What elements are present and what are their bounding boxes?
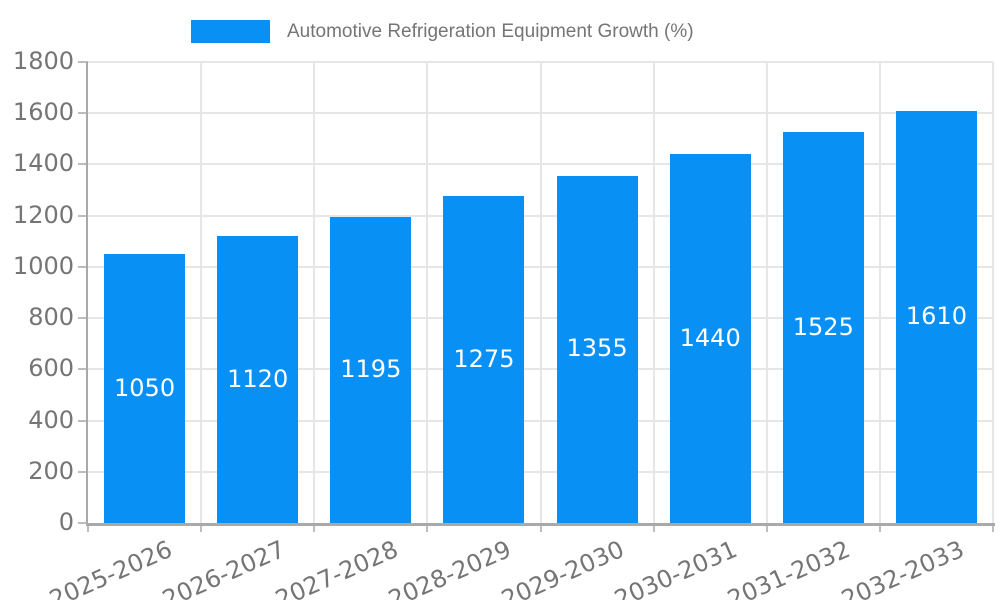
bar-value-label: 1355 — [566, 334, 628, 363]
x-tick-mark — [200, 523, 203, 532]
x-tick-mark — [652, 523, 655, 532]
y-tick-label: 1000 — [12, 251, 74, 280]
x-tick-label: 2026-2027 — [158, 535, 290, 600]
bar[interactable] — [782, 132, 864, 523]
y-tick-label: 600 — [28, 354, 74, 383]
x-tick-label: 2029-2030 — [497, 535, 629, 600]
bar-value-label: 1610 — [905, 301, 967, 330]
v-gridline — [878, 62, 881, 523]
x-tick-mark — [313, 523, 316, 532]
x-tick-label: 2027-2028 — [271, 535, 403, 600]
v-gridline — [652, 62, 655, 523]
y-tick-label: 800 — [28, 303, 74, 332]
bar-value-label: 1195 — [340, 354, 402, 383]
v-gridline — [426, 62, 429, 523]
bar-value-label: 1525 — [792, 312, 854, 341]
x-tick-mark — [765, 523, 768, 532]
bar[interactable] — [330, 216, 412, 523]
y-tick-mark — [78, 265, 88, 268]
bar[interactable] — [217, 236, 299, 523]
v-gridline — [992, 62, 994, 523]
y-tick-mark — [78, 470, 88, 473]
y-tick-mark — [78, 522, 88, 524]
bar[interactable] — [443, 196, 525, 523]
x-axis — [86, 523, 995, 526]
x-tick-label: 2025-2026 — [45, 535, 176, 600]
chart-title: Automotive Refrigeration Equipment Growt… — [287, 20, 694, 42]
bar[interactable] — [895, 110, 977, 523]
bar[interactable] — [556, 175, 638, 523]
x-tick-mark — [87, 523, 89, 532]
y-tick-label: 1400 — [12, 149, 74, 178]
x-tick-mark — [539, 523, 542, 532]
y-tick-mark — [78, 214, 88, 217]
y-tick-mark — [78, 368, 88, 371]
bar-value-label: 1120 — [227, 364, 289, 393]
y-tick-label: 400 — [28, 405, 74, 434]
bar-value-label: 1440 — [679, 323, 741, 352]
bar[interactable] — [104, 254, 186, 523]
v-gridline — [765, 62, 768, 523]
v-gridline — [539, 62, 542, 523]
y-tick-label: 1200 — [12, 200, 74, 229]
x-tick-mark — [992, 523, 994, 532]
bar-value-label: 1275 — [453, 344, 515, 373]
v-gridline — [200, 62, 203, 523]
y-tick-mark — [78, 163, 88, 166]
y-tick-label: 1600 — [12, 98, 74, 127]
y-tick-mark — [78, 61, 88, 63]
y-tick-mark — [78, 419, 88, 422]
x-tick-mark — [426, 523, 429, 532]
v-gridline — [313, 62, 316, 523]
x-tick-label: 2032-2033 — [836, 535, 968, 600]
bar-value-label: 1050 — [114, 373, 176, 402]
x-tick-mark — [878, 523, 881, 532]
y-tick-mark — [78, 317, 88, 320]
y-axis — [86, 62, 88, 526]
legend[interactable]: Automotive Refrigeration Equipment Growt… — [191, 20, 694, 43]
y-tick-mark — [78, 112, 88, 115]
bar[interactable] — [669, 154, 751, 523]
x-tick-label: 2030-2031 — [610, 535, 742, 600]
x-tick-label: 2031-2032 — [723, 535, 855, 600]
y-tick-label: 1800 — [12, 47, 74, 75]
y-tick-label: 200 — [28, 456, 74, 485]
x-tick-label: 2028-2029 — [384, 535, 516, 600]
legend-swatch — [191, 20, 270, 43]
y-tick-label: 0 — [58, 508, 74, 536]
